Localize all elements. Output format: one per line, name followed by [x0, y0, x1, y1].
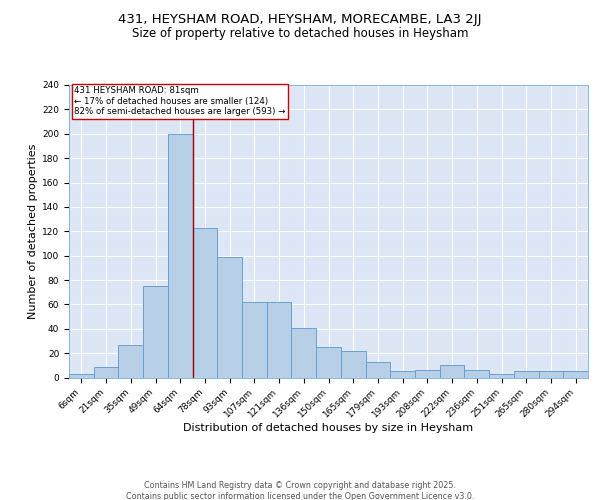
Text: Size of property relative to detached houses in Heysham: Size of property relative to detached ho… [132, 28, 468, 40]
Bar [217, 257, 242, 378]
Bar [539, 372, 563, 378]
X-axis label: Distribution of detached houses by size in Heysham: Distribution of detached houses by size … [184, 424, 473, 434]
Bar [464, 370, 489, 378]
Bar [118, 344, 143, 378]
Bar [193, 228, 217, 378]
Bar [563, 372, 588, 378]
Bar [242, 302, 267, 378]
Text: Contains public sector information licensed under the Open Government Licence v3: Contains public sector information licen… [126, 492, 474, 500]
Bar [69, 374, 94, 378]
Bar [341, 350, 365, 378]
Bar [168, 134, 193, 378]
Bar [267, 302, 292, 378]
Bar [292, 328, 316, 378]
Bar [94, 366, 118, 378]
Bar [390, 372, 415, 378]
Bar [514, 372, 539, 378]
Text: 431, HEYSHAM ROAD, HEYSHAM, MORECAMBE, LA3 2JJ: 431, HEYSHAM ROAD, HEYSHAM, MORECAMBE, L… [118, 12, 482, 26]
Bar [316, 347, 341, 378]
Bar [365, 362, 390, 378]
Bar [440, 366, 464, 378]
Text: 431 HEYSHAM ROAD: 81sqm
← 17% of detached houses are smaller (124)
82% of semi-d: 431 HEYSHAM ROAD: 81sqm ← 17% of detache… [74, 86, 286, 117]
Bar [415, 370, 440, 378]
Text: Contains HM Land Registry data © Crown copyright and database right 2025.: Contains HM Land Registry data © Crown c… [144, 481, 456, 490]
Bar [489, 374, 514, 378]
Bar [143, 286, 168, 378]
Y-axis label: Number of detached properties: Number of detached properties [28, 144, 38, 319]
